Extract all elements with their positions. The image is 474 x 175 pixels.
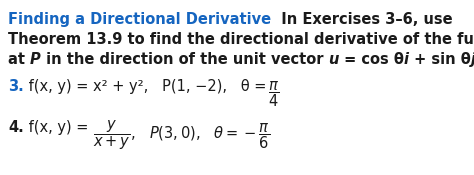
Text: Theorem 13.9 to find the directional derivative of the function: Theorem 13.9 to find the directional der… — [8, 32, 474, 47]
Text: P: P — [30, 52, 41, 67]
Text: i: i — [404, 52, 409, 67]
Text: in the direction of the unit vector: in the direction of the unit vector — [41, 52, 328, 67]
Text: j: j — [471, 52, 474, 67]
Text: In Exercises 3–6, use: In Exercises 3–6, use — [271, 12, 453, 27]
Text: + sin θ: + sin θ — [409, 52, 471, 67]
Text: $\dfrac{y}{x + y}$,   $P(3, 0)$,   $\theta = -\dfrac{\pi}{6}$: $\dfrac{y}{x + y}$, $P(3, 0)$, $\theta =… — [93, 118, 270, 152]
Text: $\dfrac{\pi}{4}$: $\dfrac{\pi}{4}$ — [268, 79, 280, 108]
Text: Finding a Directional Derivative: Finding a Directional Derivative — [8, 12, 271, 27]
Text: f(x, y) =: f(x, y) = — [24, 120, 93, 135]
Text: = cos θ: = cos θ — [339, 52, 404, 67]
Text: f(x, y) = x² + y²,   P(1, −2),   θ =: f(x, y) = x² + y², P(1, −2), θ = — [24, 79, 266, 94]
Text: 3.: 3. — [8, 79, 24, 94]
Text: 4.: 4. — [8, 120, 24, 135]
Text: u: u — [328, 52, 339, 67]
Text: at: at — [8, 52, 30, 67]
